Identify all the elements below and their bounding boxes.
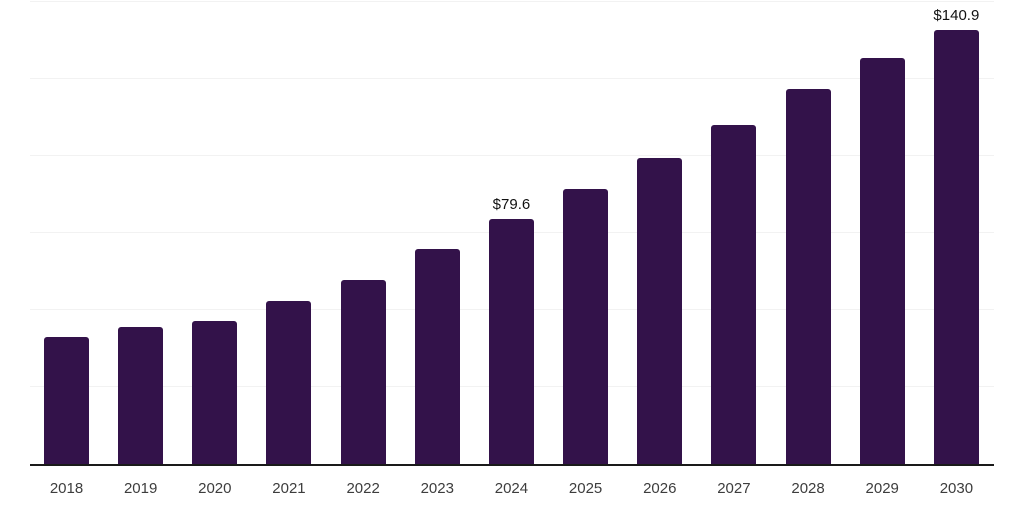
bar-2030 — [933, 30, 979, 464]
bar-column — [266, 2, 312, 464]
bar-2028 — [785, 88, 831, 464]
bar-column: $140.9 — [933, 2, 980, 464]
bar-column — [192, 2, 238, 464]
bar-column — [563, 2, 609, 464]
bar-2020 — [192, 320, 238, 464]
bar-2027 — [711, 124, 757, 464]
bar-column — [711, 2, 757, 464]
bar-2018 — [44, 336, 89, 464]
bar-column: $79.6 — [488, 2, 534, 464]
x-axis-labels: 2018 2019 2020 2021 2022 2023 2024 2025 2026 2027… — [30, 480, 994, 497]
x-tick-label: 2028 — [791, 480, 825, 497]
bar-column — [118, 2, 164, 464]
bar-column — [785, 2, 831, 464]
x-tick-label: 2021 — [272, 480, 306, 497]
x-tick-label: 2029 — [865, 480, 899, 497]
bar-2025 — [563, 188, 609, 464]
bar-column — [44, 2, 89, 464]
x-tick-label: 2027 — [717, 480, 751, 497]
plot-area: $79.6 $140.9 — [30, 1, 994, 466]
bar-column — [414, 2, 460, 464]
gridline — [30, 1, 994, 2]
bar-2029 — [859, 57, 905, 464]
bar-2019 — [118, 327, 164, 464]
x-tick-label: 2020 — [198, 480, 232, 497]
bars-row: $79.6 $140.9 — [30, 2, 994, 464]
x-tick-label: 2022 — [346, 480, 380, 497]
bar-2023 — [414, 249, 460, 464]
bar-value-label: $79.6 — [492, 195, 531, 213]
gridline — [30, 155, 994, 157]
x-tick-label: 2023 — [420, 480, 454, 497]
bar-2024 — [488, 218, 534, 464]
bar-2021 — [266, 300, 312, 464]
x-tick-label: 2026 — [643, 480, 677, 497]
bar-column — [340, 2, 386, 464]
bar-2022 — [340, 279, 386, 464]
bar-value-label: $140.9 — [933, 7, 980, 25]
bar-column — [637, 2, 683, 464]
x-tick-label: 2025 — [568, 480, 603, 497]
x-tick-label: 2019 — [123, 480, 158, 497]
x-tick-label: 2024 — [494, 480, 529, 497]
bar-2026 — [637, 157, 683, 464]
gridline — [30, 78, 994, 79]
x-tick-label: 2030 — [939, 480, 974, 497]
bar-column — [859, 2, 905, 464]
x-tick-label: 2018 — [49, 480, 84, 497]
